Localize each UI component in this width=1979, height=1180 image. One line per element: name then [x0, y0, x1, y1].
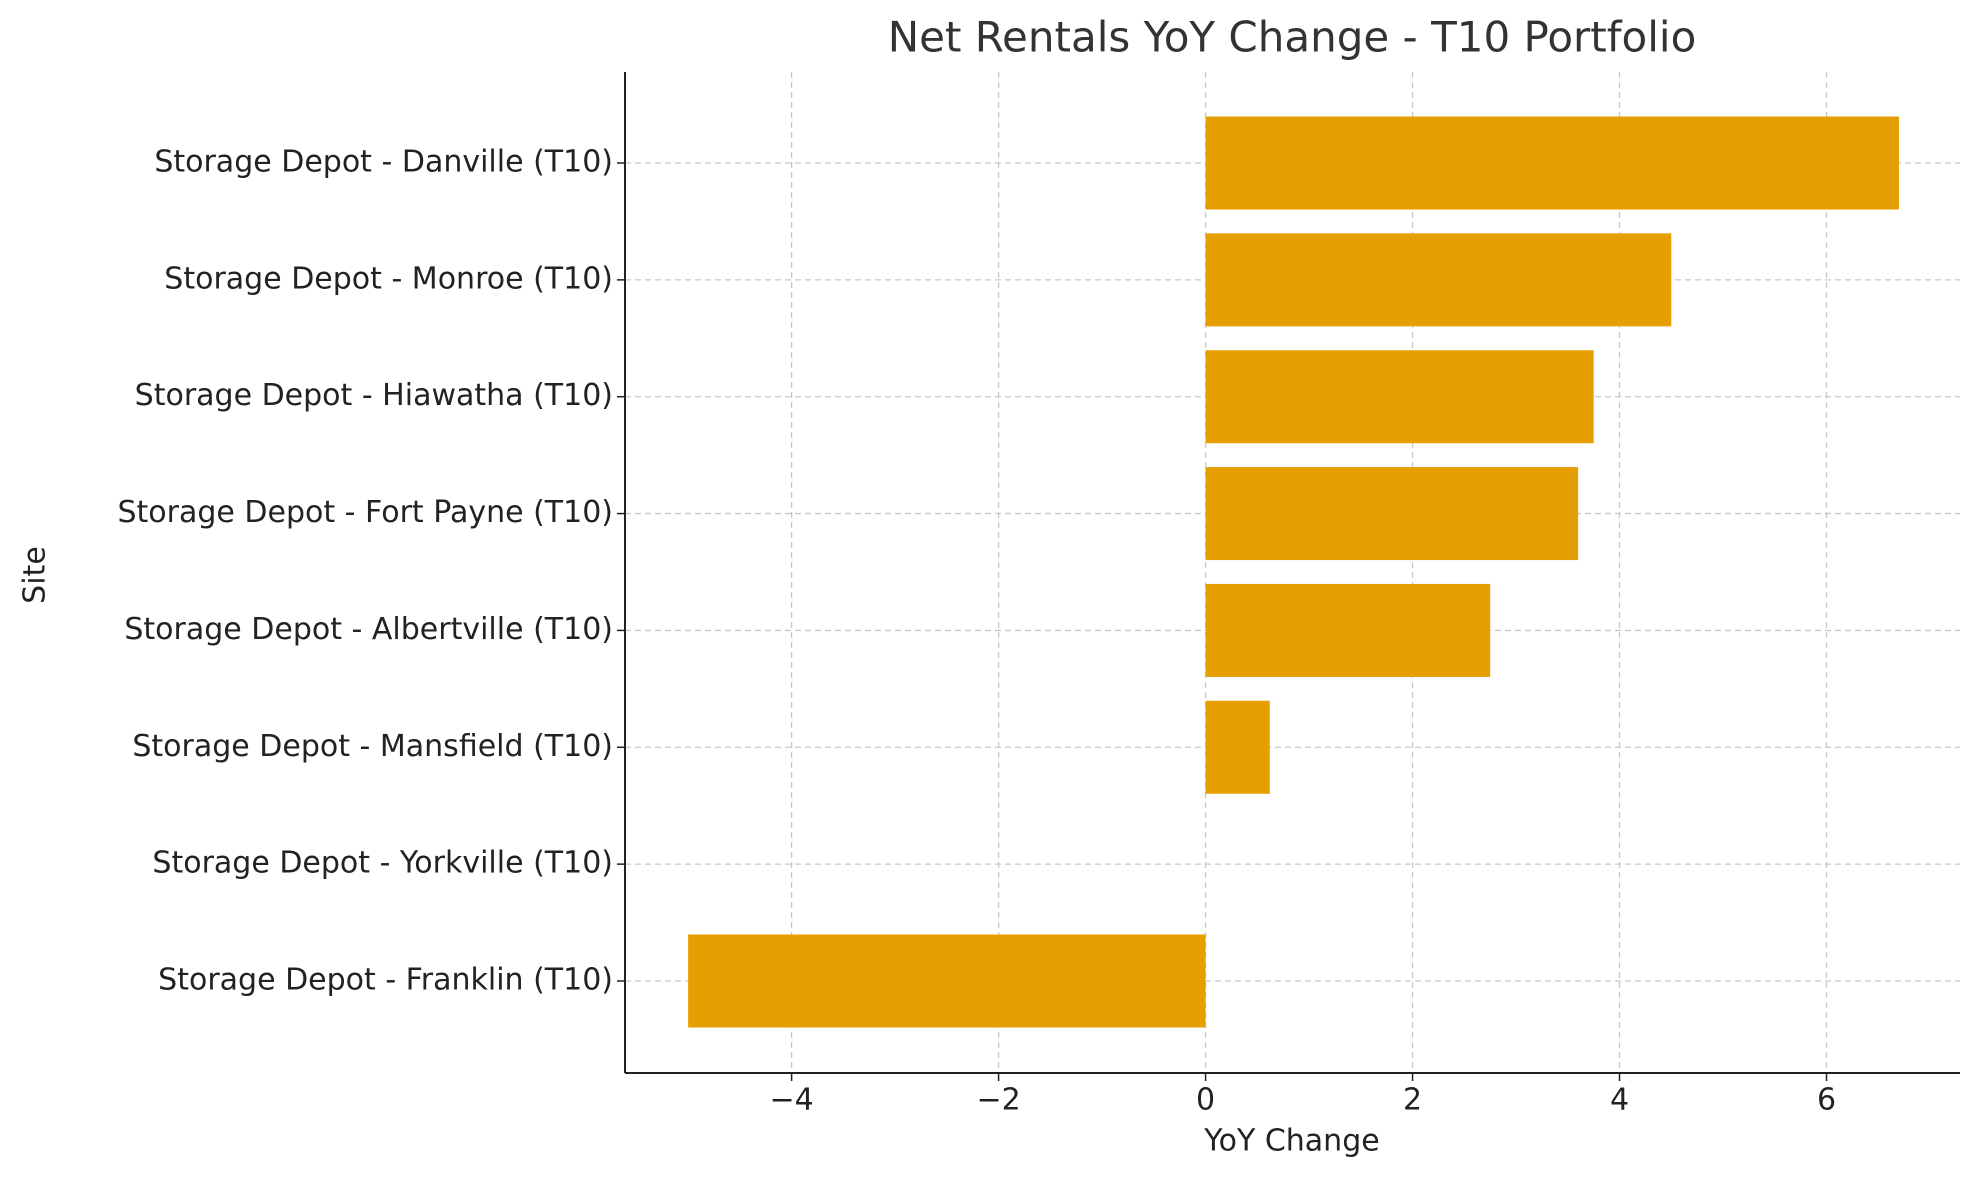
y-tick-label: Storage Depot - Mansfield (T10) [132, 729, 613, 764]
x-axis-label: YoY Change [1203, 1124, 1379, 1159]
x-tick-label: −4 [769, 1083, 813, 1118]
bar [1205, 116, 1899, 210]
x-tick-label: 0 [1196, 1083, 1215, 1118]
y-tick-label: Storage Depot - Fort Payne (T10) [118, 495, 614, 530]
y-tick-label: Storage Depot - Danville (T10) [154, 145, 613, 180]
chart-title: Net Rentals YoY Change - T10 Portfolio [888, 13, 1697, 62]
bar [1205, 350, 1594, 444]
bar [1205, 583, 1491, 677]
x-tick-label: 4 [1610, 1083, 1629, 1118]
y-tick-label: Storage Depot - Yorkville (T10) [152, 846, 613, 881]
x-tick-label: 2 [1403, 1083, 1422, 1118]
y-axis-label: Site [18, 546, 53, 604]
bar [688, 934, 1206, 1028]
bar [1205, 700, 1270, 794]
x-tick-label: −2 [976, 1083, 1020, 1118]
y-tick-label: Storage Depot - Franklin (T10) [158, 963, 613, 998]
x-tick-label: 6 [1817, 1083, 1836, 1118]
y-tick-label: Storage Depot - Hiawatha (T10) [135, 378, 613, 413]
bar [1205, 467, 1579, 561]
bar [1205, 233, 1672, 327]
y-tick-label: Storage Depot - Monroe (T10) [164, 261, 613, 296]
y-tick-label: Storage Depot - Albertville (T10) [124, 612, 613, 647]
